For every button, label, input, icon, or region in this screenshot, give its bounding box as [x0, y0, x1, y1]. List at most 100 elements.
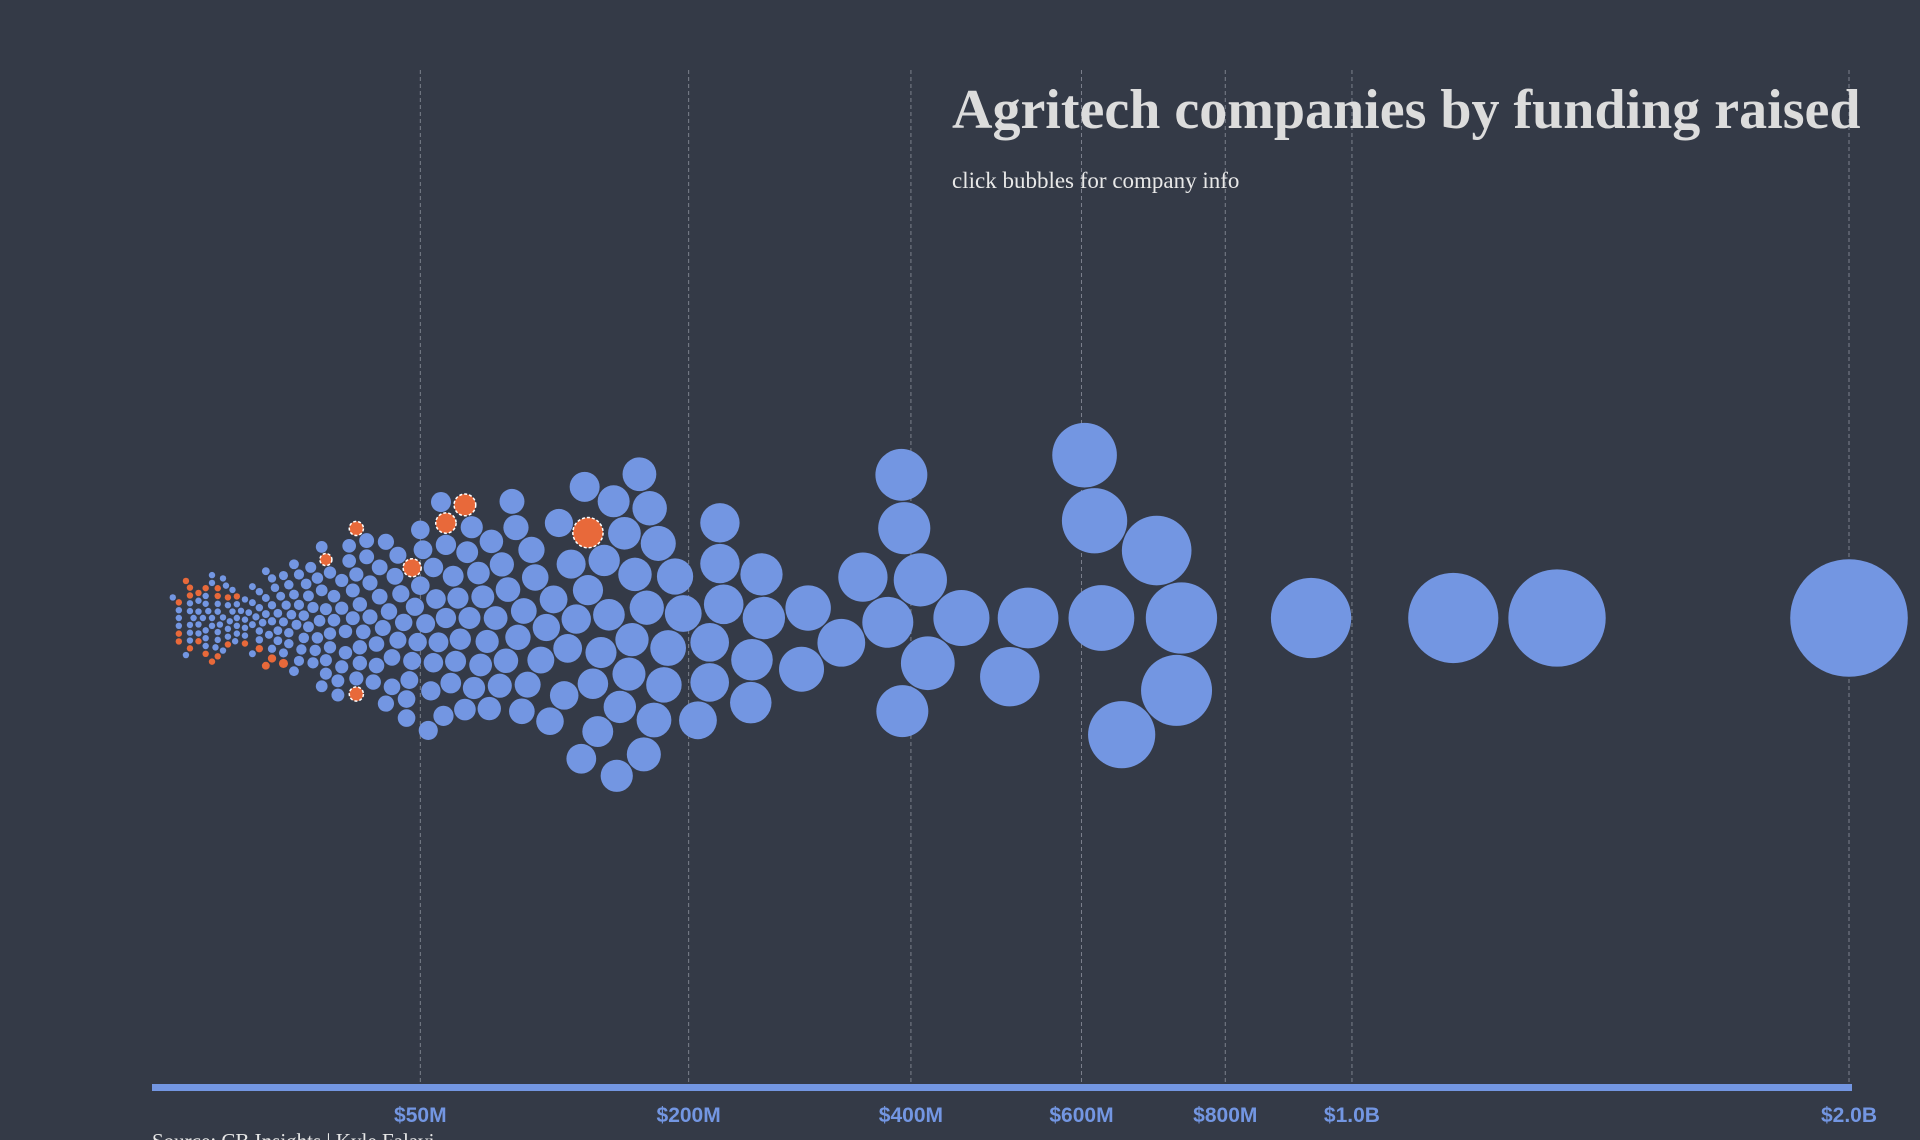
bubble[interactable] — [186, 584, 194, 591]
bubble[interactable] — [487, 673, 512, 698]
bubble[interactable] — [383, 649, 401, 666]
bubble[interactable] — [499, 488, 525, 514]
bubble[interactable] — [477, 696, 501, 721]
bubble[interactable] — [503, 514, 529, 541]
bubble[interactable] — [629, 590, 664, 625]
bubble[interactable] — [380, 603, 398, 620]
bubble[interactable] — [509, 698, 535, 725]
bubble[interactable] — [394, 613, 413, 632]
bubble[interactable] — [307, 601, 319, 614]
bubble[interactable] — [241, 596, 249, 603]
bubble[interactable] — [175, 638, 183, 645]
bubble[interactable] — [335, 660, 349, 674]
bubble[interactable] — [402, 558, 422, 578]
bubble[interactable] — [1068, 585, 1135, 651]
bubble[interactable] — [876, 685, 929, 738]
bubble[interactable] — [276, 591, 286, 601]
bubble[interactable] — [291, 619, 302, 630]
bubble[interactable] — [389, 631, 407, 649]
bubble[interactable] — [368, 636, 385, 652]
bubble[interactable] — [362, 609, 378, 625]
bubble[interactable] — [331, 674, 345, 688]
bubble[interactable] — [392, 585, 410, 603]
bubble[interactable] — [785, 585, 831, 631]
bubble[interactable] — [298, 610, 310, 621]
bubble[interactable] — [338, 624, 353, 639]
bubble[interactable] — [190, 614, 197, 622]
bubble[interactable] — [386, 567, 404, 585]
bubble[interactable] — [202, 627, 209, 634]
bubble[interactable] — [258, 618, 267, 627]
bubble[interactable] — [255, 603, 264, 612]
bubble[interactable] — [593, 598, 625, 631]
bubble[interactable] — [202, 592, 209, 600]
bubble[interactable] — [423, 557, 444, 578]
bubble[interactable] — [327, 613, 341, 627]
bubble[interactable] — [278, 617, 289, 627]
bubble[interactable] — [435, 534, 457, 556]
bubble[interactable] — [489, 552, 514, 577]
bubble[interactable] — [248, 599, 256, 607]
bubble[interactable] — [656, 558, 694, 595]
bubble[interactable] — [224, 602, 232, 609]
bubble[interactable] — [475, 629, 499, 654]
bubble[interactable] — [219, 614, 227, 621]
bubble[interactable] — [1408, 572, 1499, 664]
bubble[interactable] — [679, 701, 717, 740]
bubble[interactable] — [208, 579, 216, 587]
bubble[interactable] — [588, 544, 620, 577]
bubble[interactable] — [186, 607, 194, 615]
bubble[interactable] — [267, 601, 277, 610]
bubble[interactable] — [397, 690, 416, 708]
bubble[interactable] — [199, 614, 207, 622]
bubble[interactable] — [600, 759, 633, 792]
bubble[interactable] — [471, 585, 495, 609]
bubble[interactable] — [608, 516, 641, 550]
bubble[interactable] — [175, 630, 183, 637]
bubble[interactable] — [359, 533, 375, 549]
bubble[interactable] — [440, 672, 462, 694]
bubble[interactable] — [289, 589, 299, 600]
bubble[interactable] — [255, 636, 264, 644]
bubble[interactable] — [933, 589, 990, 647]
bubble[interactable] — [208, 614, 216, 622]
bubble[interactable] — [315, 584, 328, 597]
bubble[interactable] — [241, 640, 249, 647]
bubble[interactable] — [462, 676, 486, 700]
bubble[interactable] — [997, 587, 1059, 649]
bubble[interactable] — [469, 653, 493, 677]
bubble[interactable] — [622, 457, 657, 492]
bubble[interactable] — [335, 573, 349, 588]
bubble[interactable] — [612, 657, 646, 691]
bubble[interactable] — [248, 650, 256, 658]
bubble[interactable] — [248, 621, 256, 629]
bubble[interactable] — [214, 592, 221, 600]
bubble[interactable] — [838, 552, 888, 602]
bubble[interactable] — [362, 575, 378, 591]
bubble[interactable] — [650, 630, 687, 666]
bubble[interactable] — [479, 529, 504, 554]
bubble[interactable] — [893, 553, 947, 607]
bubble[interactable] — [1052, 422, 1117, 488]
bubble[interactable] — [186, 600, 194, 607]
bubble[interactable] — [740, 553, 783, 596]
bubble[interactable] — [224, 594, 232, 601]
bubble[interactable] — [293, 599, 305, 610]
bubble[interactable] — [195, 638, 202, 645]
bubble[interactable] — [413, 540, 433, 560]
bubble[interactable] — [303, 621, 314, 633]
bubble[interactable] — [518, 536, 545, 564]
bubble[interactable] — [359, 549, 375, 565]
bubble[interactable] — [214, 600, 221, 608]
bubble[interactable] — [284, 580, 294, 590]
bubble[interactable] — [453, 493, 477, 517]
bubble[interactable] — [261, 661, 270, 670]
bubble[interactable] — [222, 582, 230, 589]
bubble[interactable] — [323, 627, 337, 640]
bubble[interactable] — [293, 655, 305, 667]
bubble[interactable] — [245, 609, 253, 616]
bubble[interactable] — [216, 621, 224, 628]
bubble[interactable] — [175, 614, 183, 622]
bubble[interactable] — [319, 552, 333, 567]
bubble[interactable] — [397, 709, 416, 727]
